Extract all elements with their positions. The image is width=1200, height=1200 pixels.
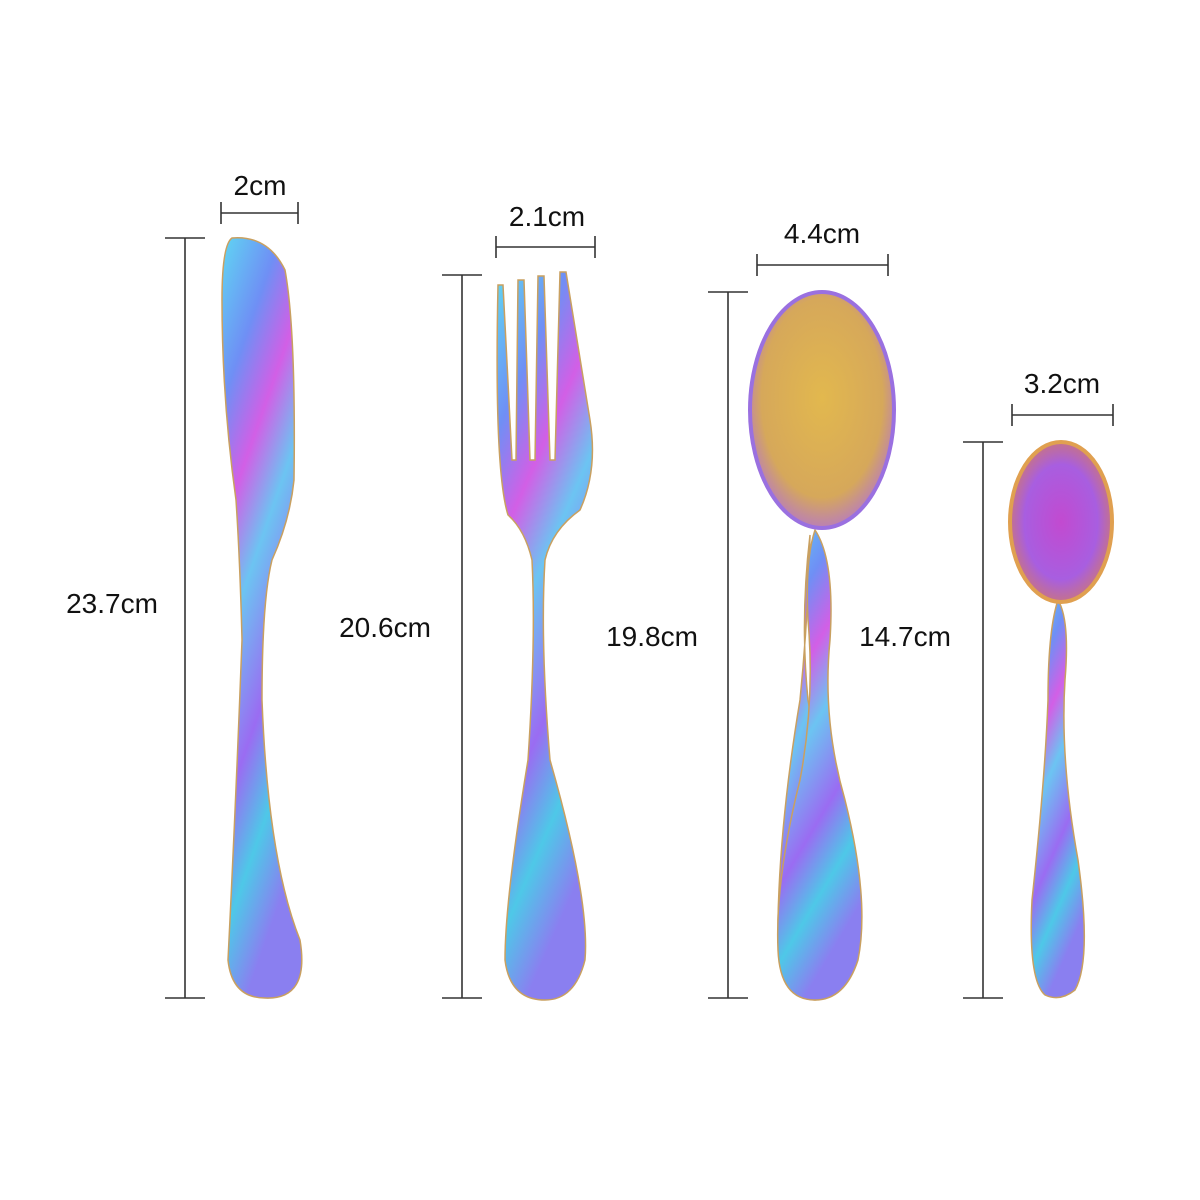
tablespoon-width-label: 4.4cm bbox=[784, 218, 860, 249]
fork-length-bracket bbox=[442, 274, 482, 999]
knife-width-bracket bbox=[220, 202, 299, 224]
fork-width-label: 2.1cm bbox=[509, 201, 585, 232]
teaspoon-length-bracket bbox=[963, 441, 1003, 999]
tablespoon-length-bracket bbox=[708, 291, 748, 999]
tablespoon-width-bracket bbox=[756, 254, 889, 276]
teaspoon-length-label: 14.7cm bbox=[859, 621, 951, 652]
fork-shape bbox=[496, 271, 594, 1001]
knife-length-label: 23.7cm bbox=[66, 588, 158, 619]
knife-length-bracket bbox=[165, 237, 205, 999]
teaspoon-bowl bbox=[1008, 440, 1114, 604]
teaspoon-width-bracket bbox=[1011, 404, 1114, 426]
fork-width-bracket bbox=[495, 236, 596, 258]
knife-width-label: 2cm bbox=[234, 170, 287, 201]
teaspoon-handle bbox=[1030, 598, 1086, 999]
tablespoon-bowl bbox=[748, 290, 896, 530]
tablespoon-length-label: 19.8cm bbox=[606, 621, 698, 652]
fork-length-label: 20.6cm bbox=[339, 612, 431, 643]
knife-shape bbox=[221, 237, 303, 999]
teaspoon-width-label: 3.2cm bbox=[1024, 368, 1100, 399]
tablespoon-handle bbox=[776, 528, 863, 1001]
